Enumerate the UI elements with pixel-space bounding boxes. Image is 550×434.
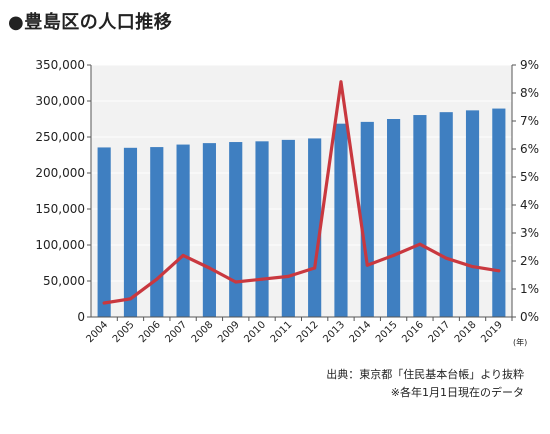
bar-2007 [176,144,190,317]
bar-2012 [308,138,322,317]
right-tick-label: 6% [520,142,539,156]
left-tick-label: 350,000 [35,58,85,72]
bar-2018 [465,110,480,317]
x-tick-label: 2011 [269,319,295,345]
x-tick-label: 2018 [453,319,479,345]
bar-2016 [413,115,427,317]
x-tick-label: 2016 [400,319,426,345]
right-axis-ticks: 0% 1% 2% 3% 4% 5% 6% 7% 8% 9% [512,58,539,324]
x-tick-label: 2006 [137,319,163,345]
line-point-2016 [418,242,422,246]
line-point-2014 [365,263,369,267]
bar-2011 [281,139,295,317]
left-tick-label: 200,000 [35,166,85,180]
right-tick-label: 2% [520,254,539,268]
line-point-2013 [339,80,343,84]
line-point-2012 [313,266,317,270]
left-tick-label: 50,000 [43,274,85,288]
bar-2009 [229,142,243,317]
x-tick-label: 2013 [321,319,347,345]
bar-2015 [387,119,401,317]
chart-title: ●豊島区の人口推移 [8,12,173,33]
source-note: 出典：東京都「住民基本台帳」より抜粋 [326,368,524,381]
bar-2019 [492,108,506,317]
x-axis-unit: (年) [513,337,527,347]
line-point-2015 [392,253,396,257]
bar-2005 [123,147,138,317]
x-tick-label: 2008 [190,319,216,345]
x-tick-label: 2009 [216,319,242,345]
line-point-2005 [128,297,132,301]
x-tick-label: 2014 [348,319,374,345]
x-tick-label: 2019 [479,319,505,345]
bar-2004 [97,147,111,317]
right-tick-label: 7% [520,114,539,128]
left-tick-label: 150,000 [35,202,85,216]
x-tick-label: 2017 [427,319,453,345]
line-point-2017 [444,256,448,260]
date-note: ※各年1月1日現在のデータ [390,386,524,399]
x-tick-label: 2012 [295,319,321,345]
line-point-2010 [260,277,264,281]
x-tick-label: 2005 [111,319,137,345]
line-point-2006 [155,277,159,281]
left-tick-label: 300,000 [35,94,85,108]
line-point-2007 [181,253,185,257]
right-tick-label: 5% [520,170,539,184]
bar-2017 [439,112,453,317]
right-tick-label: 8% [520,86,539,100]
line-point-2018 [471,265,475,269]
line-point-2009 [234,280,238,284]
right-tick-label: 3% [520,226,539,240]
left-tick-label: 250,000 [35,130,85,144]
line-point-2019 [497,269,501,273]
line-point-2011 [286,274,290,278]
bar-2010 [255,141,269,317]
right-tick-label: 0% [520,310,539,324]
bar-2014 [360,121,374,317]
right-tick-label: 4% [520,198,539,212]
x-tick-label: 2010 [242,319,268,345]
bar-2006 [150,147,164,317]
left-tick-label: 0 [77,310,85,324]
bar-2008 [202,143,216,317]
bar-series [97,108,506,318]
growth-rate-line [102,80,501,305]
line-point-2008 [207,266,211,270]
left-axis-ticks: 0 50,000 100,000 150,000 200,000 250,000 300,0… [35,58,91,324]
x-axis-ticks: 2004 2005 2006 2007 2008 2009 2010 2011 2012 2013… [85,317,513,345]
left-tick-label: 100,000 [35,238,85,252]
x-tick-label: 2004 [85,319,111,345]
line-series [102,80,501,305]
x-tick-label: 2015 [374,319,400,345]
right-tick-label: 9% [520,58,539,72]
bar-2013 [334,123,348,318]
x-tick-label: 2007 [163,319,189,345]
right-tick-label: 1% [520,282,539,296]
line-point-2004 [102,301,106,305]
